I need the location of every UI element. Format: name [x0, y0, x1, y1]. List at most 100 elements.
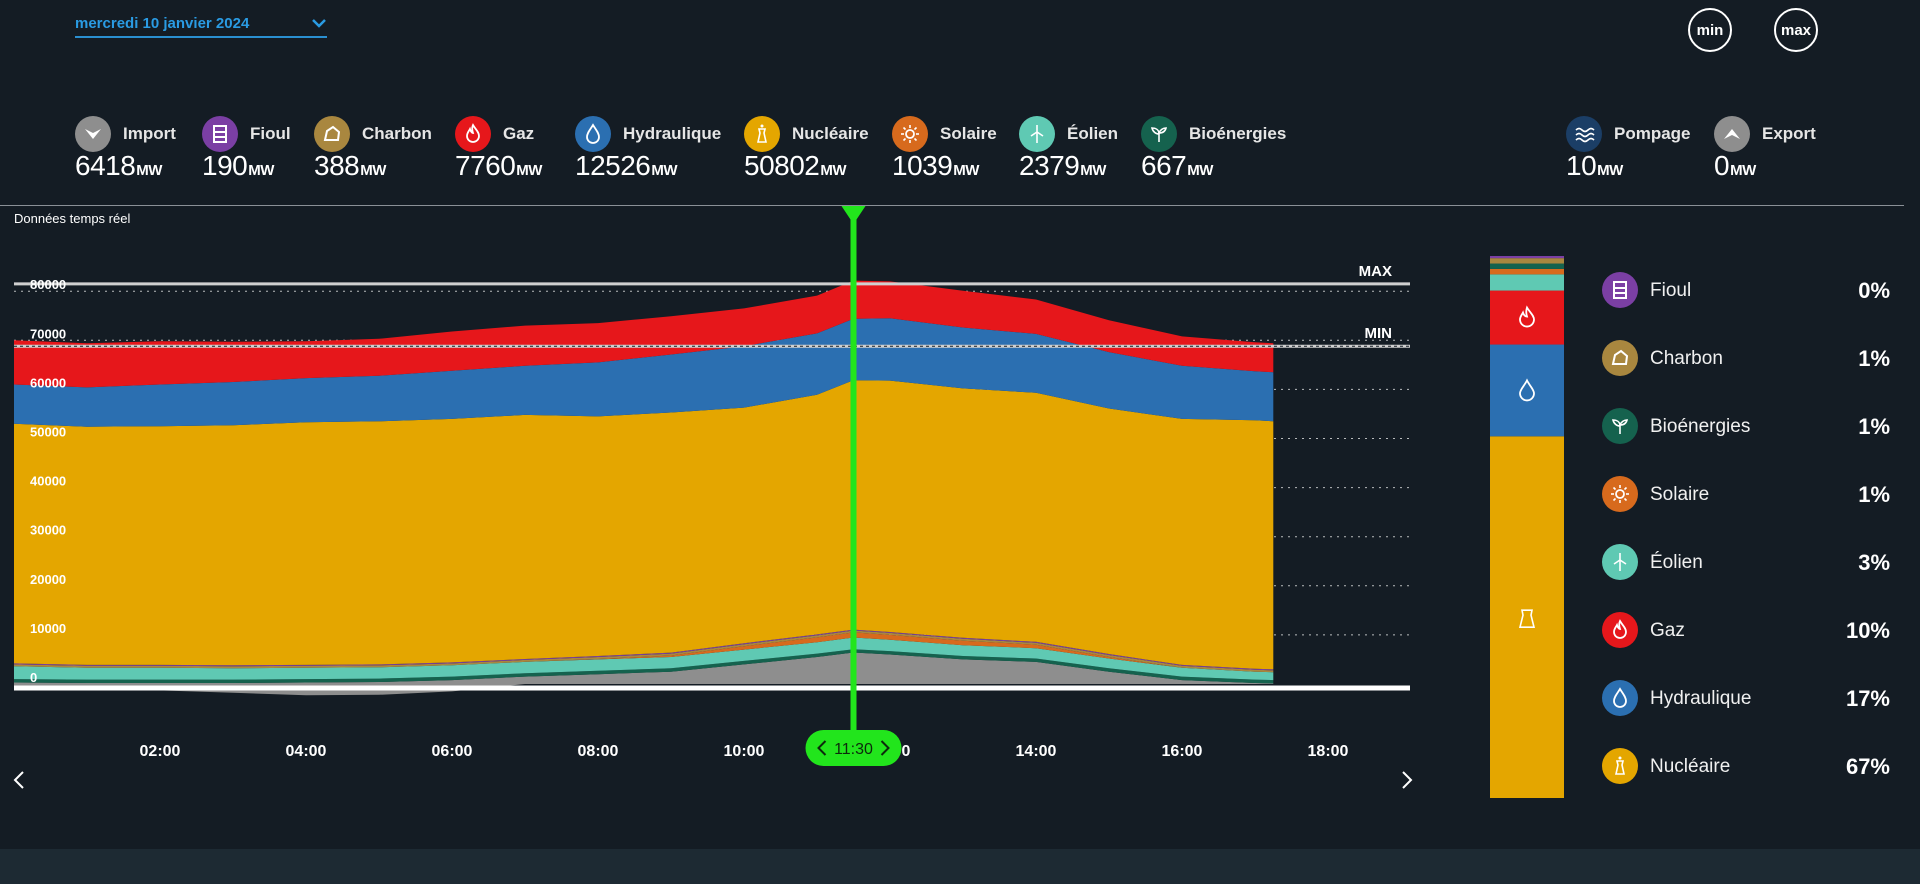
- area-import: [14, 652, 1274, 684]
- legend-row-hydraulique: Hydraulique 17%: [1600, 678, 1890, 718]
- x-axis-ticks: 02:0004:0006:0008:0010:0012:0014:0016:00…: [140, 743, 1349, 760]
- date-selector[interactable]: mercredi 10 janvier 2024: [75, 10, 327, 38]
- source-name: Solaire: [940, 124, 997, 143]
- cooling-tower-icon: [1602, 748, 1638, 784]
- sprout-icon: [1602, 408, 1638, 444]
- legend-name: Hydraulique: [1650, 688, 1752, 709]
- source-name: Export: [1762, 124, 1816, 143]
- y-tick-label: 50000: [30, 425, 66, 440]
- y-tick-label: 10000: [30, 621, 66, 636]
- date-label: mercredi 10 janvier 2024: [75, 14, 250, 32]
- legend-row-solaire: Solaire 1%: [1600, 474, 1890, 514]
- source-value: 190MW: [202, 150, 274, 181]
- source-summary: Import 6418MW Fioul 190MW Charbon 388MW …: [0, 116, 1920, 186]
- oil-barrel-icon: [1602, 272, 1638, 308]
- x-tick-label: 10:00: [724, 743, 765, 760]
- x-tick-label: 18:00: [1308, 743, 1349, 760]
- flame-icon: [1519, 305, 1535, 328]
- time-cursor: 11:30: [805, 206, 902, 766]
- source-name: Gaz: [503, 124, 535, 143]
- x-tick-label: 04:00: [286, 743, 327, 760]
- source-name: Éolien: [1067, 124, 1119, 143]
- cooling-tower-icon: [744, 116, 780, 152]
- area-series: [14, 280, 1274, 696]
- previous-arrow-icon[interactable]: [8, 768, 32, 792]
- legend-percent: 1%: [1858, 346, 1890, 371]
- wind-turbine-icon: [1602, 544, 1638, 580]
- legend-row-gaz: Gaz 10%: [1600, 610, 1890, 650]
- mix-stacked-bar: [1490, 256, 1564, 798]
- source-value: 6418MW: [75, 150, 162, 181]
- y-tick-label: 70000: [30, 326, 66, 341]
- source-name: Charbon: [362, 124, 432, 143]
- wind-turbine-icon: [1019, 116, 1055, 152]
- legend-percent: 10%: [1845, 618, 1890, 643]
- source-name: Bioénergies: [1189, 124, 1287, 143]
- water-drop-icon: [1519, 378, 1535, 402]
- source-name: Hydraulique: [623, 124, 722, 143]
- coal-icon: [314, 116, 350, 152]
- water-drop-icon: [1602, 680, 1638, 716]
- legend-name: Solaire: [1650, 484, 1710, 505]
- y-tick-label: 30000: [30, 523, 66, 538]
- sprout-icon: [1141, 116, 1177, 152]
- x-tick-label: 06:00: [432, 743, 473, 760]
- legend-name: Bioénergies: [1650, 416, 1751, 437]
- legend-percent: 17%: [1845, 686, 1890, 711]
- mix-segment-fioul: [1490, 256, 1564, 259]
- x-tick-label: 08:00: [578, 743, 619, 760]
- chevron-up-icon: [1714, 116, 1750, 152]
- legend-row-charbon: Charbon 1%: [1600, 338, 1890, 378]
- min-button[interactable]: min: [1688, 8, 1732, 52]
- mix-segment-bioenergies: [1490, 263, 1564, 269]
- legend-percent: 67%: [1845, 754, 1890, 779]
- legend-percent: 1%: [1858, 482, 1890, 507]
- mix-segment-charbon: [1490, 258, 1564, 264]
- source-value: 667MW: [1141, 150, 1213, 181]
- mix-segment-nucleaire: [1490, 436, 1564, 798]
- production-area-chart[interactable]: MAX MIN 0 10000 20000 30000 40000 50000 60000 70…: [0, 200, 1440, 800]
- sun-icon: [1602, 476, 1638, 512]
- source-value: 10MW: [1566, 150, 1623, 181]
- min-line-label: MIN: [1365, 325, 1393, 342]
- divider: [0, 205, 1904, 206]
- area-eolien: [14, 637, 1274, 681]
- cursor-left-icon: [817, 740, 827, 756]
- legend-row-fioul: Fioul 0%: [1600, 270, 1890, 310]
- cursor-time-label: 11:30: [834, 741, 873, 758]
- cursor-head-icon: [841, 206, 866, 224]
- area-solaire: [14, 632, 1274, 673]
- legend-name: Éolien: [1650, 552, 1703, 573]
- next-arrow-icon[interactable]: [1394, 768, 1418, 792]
- mix-segment-eolien: [1490, 274, 1564, 291]
- source-name: Import: [123, 124, 176, 143]
- cooling-tower-icon: [1518, 609, 1536, 628]
- source-value: 12526MW: [575, 150, 678, 181]
- source-value: 0MW: [1714, 150, 1756, 181]
- source-name: Pompage: [1614, 124, 1691, 143]
- y-axis-ticks: 0 10000 20000 30000 40000 50000 60000 70000 8000…: [30, 277, 66, 685]
- cursor-right-icon: [880, 740, 890, 756]
- area-gaz: [14, 280, 1274, 388]
- mix-segment-gaz: [1490, 290, 1564, 345]
- oil-barrel-icon: [202, 116, 238, 152]
- flame-icon: [455, 116, 491, 152]
- legend-row-nucleaire: Nucléaire 67%: [1600, 746, 1890, 786]
- legend-name: Nucléaire: [1650, 756, 1731, 777]
- mix-segment-solaire: [1490, 268, 1564, 275]
- chevron-down-icon: [75, 116, 111, 152]
- max-line-label: MAX: [1359, 263, 1392, 280]
- legend-percent: 3%: [1858, 550, 1890, 575]
- cursor-pill: [805, 730, 902, 766]
- chevron-down-icon: [311, 15, 327, 31]
- coal-icon: [1602, 340, 1638, 376]
- legend-name: Fioul: [1650, 280, 1692, 301]
- x-tick-label: 02:00: [140, 743, 181, 760]
- legend-row-bioenergies: Bioénergies 1%: [1600, 406, 1890, 446]
- water-drop-icon: [575, 116, 611, 152]
- max-button[interactable]: max: [1774, 8, 1818, 52]
- source-value: 7760MW: [455, 150, 542, 181]
- y-tick-label: 40000: [30, 474, 66, 489]
- area-nucleaire: [14, 380, 1274, 670]
- waves-icon: [1566, 116, 1602, 152]
